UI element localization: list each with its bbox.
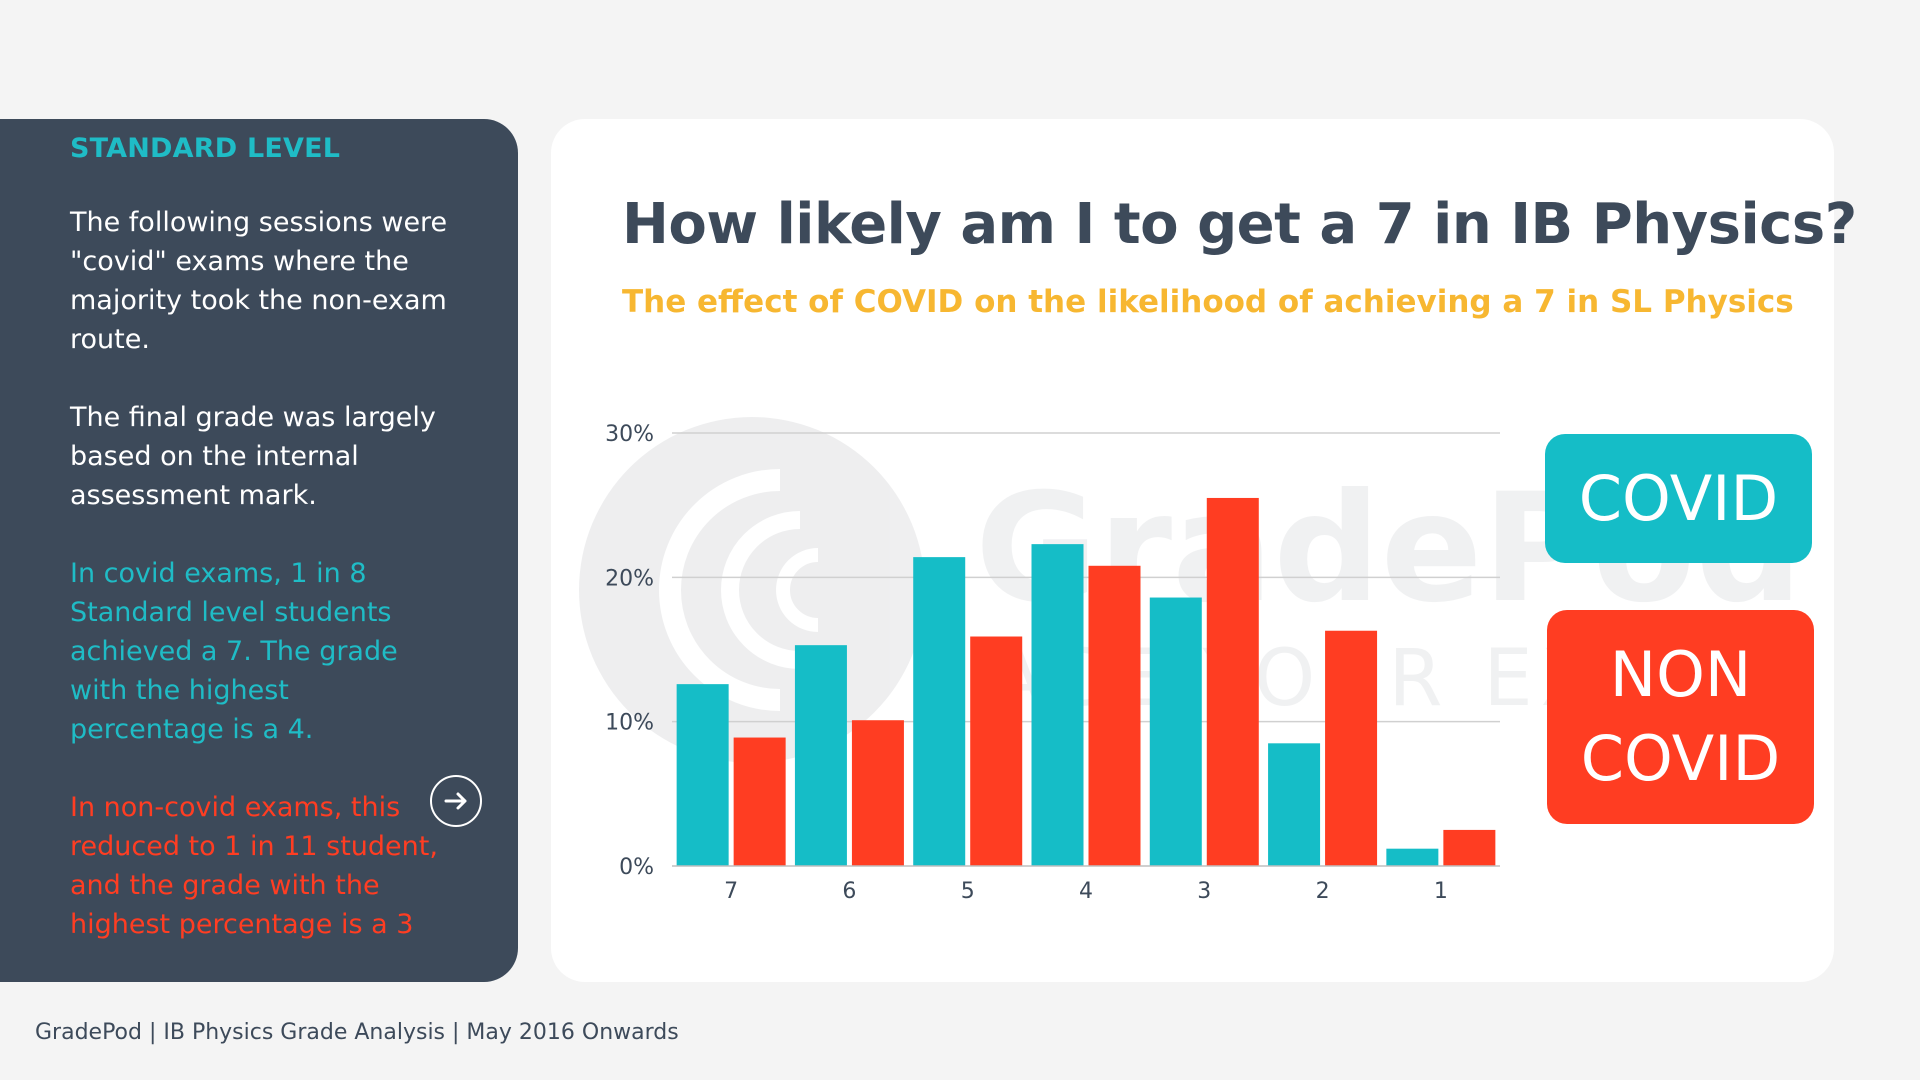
side-panel-noncovid-text: In non-covid exams, this reduced to 1 in… <box>70 792 438 940</box>
chart-subtitle: The effect of COVID on the likelihood of… <box>622 284 1794 320</box>
bar-covid <box>794 645 847 866</box>
bar-covid <box>1386 848 1439 866</box>
x-tick-label: 3 <box>1197 879 1211 904</box>
next-button[interactable] <box>430 775 482 827</box>
arrow-right-icon <box>444 792 467 810</box>
x-tick-label: 7 <box>724 879 738 904</box>
bar-covid <box>1268 743 1321 866</box>
side-panel-intro-text: The following sessions were "covid" exam… <box>70 207 448 355</box>
y-tick-label: 30% <box>605 422 654 447</box>
side-panel-covid-text: In covid exams, 1 in 8 Standard level st… <box>70 558 398 745</box>
x-tick-label: 1 <box>1434 879 1448 904</box>
bar-covid <box>913 557 966 866</box>
x-tick-label: 5 <box>961 879 975 904</box>
legend-covid: COVID <box>1545 434 1812 563</box>
x-tick-label: 4 <box>1079 879 1093 904</box>
side-panel-assessment-text: The final grade was largely based on the… <box>70 402 436 511</box>
bar-covid <box>1031 544 1084 866</box>
chart-title: How likely am I to get a 7 in IB Physics… <box>622 192 1857 257</box>
x-tick-label: 6 <box>842 879 856 904</box>
bar-noncovid <box>970 636 1023 866</box>
footer-text: GradePod | IB Physics Grade Analysis | M… <box>35 1020 679 1045</box>
bar-noncovid <box>1325 630 1378 866</box>
bar-covid <box>676 684 729 866</box>
x-tick-label: 2 <box>1316 879 1330 904</box>
y-tick-label: 0% <box>619 855 654 880</box>
bar-noncovid <box>851 720 904 866</box>
bar-noncovid <box>1443 829 1496 866</box>
bar-noncovid <box>733 737 786 866</box>
y-tick-label: 10% <box>605 711 654 736</box>
side-panel: STANDARD LEVEL The following sessions we… <box>0 119 518 982</box>
side-panel-heading: STANDARD LEVEL <box>70 133 341 164</box>
bar-noncovid <box>1206 497 1259 866</box>
bar-covid <box>1149 597 1202 866</box>
y-tick-label: 20% <box>605 566 654 591</box>
bar-noncovid <box>1088 565 1141 866</box>
legend-noncovid: NON COVID <box>1547 610 1814 824</box>
